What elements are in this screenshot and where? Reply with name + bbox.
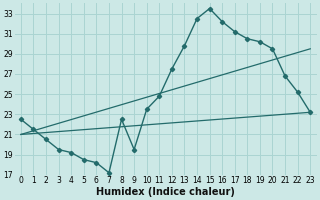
X-axis label: Humidex (Indice chaleur): Humidex (Indice chaleur) bbox=[96, 187, 235, 197]
